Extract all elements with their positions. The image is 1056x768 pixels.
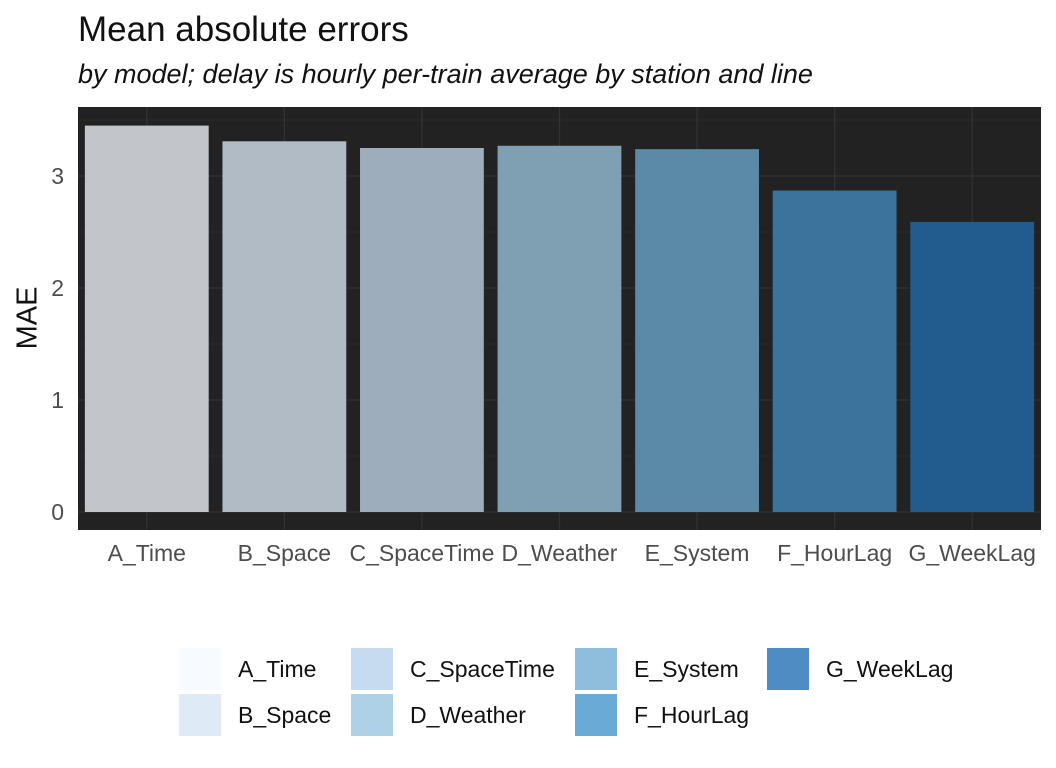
bar-chart: 0 1 2 3 A_Time B_Space C_SpaceTime D_Weather E_S… — [51, 107, 1041, 566]
legend-item: A_Time — [178, 647, 316, 691]
y-tick-label: 2 — [51, 275, 64, 301]
legend-item: E_System — [574, 647, 739, 691]
bar-g-weeklag — [910, 221, 1035, 513]
legend-label: B_Space — [238, 701, 332, 728]
legend-label: D_Weather — [410, 701, 526, 728]
bar-b-space — [222, 141, 347, 512]
legend-item: B_Space — [178, 693, 331, 737]
legend-swatch — [350, 693, 394, 737]
x-tick-label: C_SpaceTime — [349, 540, 494, 566]
y-tick-label: 1 — [51, 387, 64, 413]
legend-item: F_HourLag — [574, 693, 749, 737]
legend-item: D_Weather — [350, 693, 526, 737]
legend-swatch — [350, 647, 394, 691]
x-tick-label: G_WeekLag — [908, 540, 1035, 566]
legend-swatch — [178, 693, 222, 737]
bar-c-spacetime — [360, 148, 484, 512]
legend-label: C_SpaceTime — [410, 655, 555, 682]
x-tick-label: D_Weather — [502, 540, 618, 566]
legend-item: G_WeekLag — [766, 647, 953, 691]
y-tick-label: 3 — [51, 163, 64, 189]
legend-swatch — [574, 647, 618, 691]
legend-label: G_WeekLag — [826, 655, 954, 682]
legend-label: F_HourLag — [634, 701, 750, 728]
legend-item: C_SpaceTime — [350, 647, 555, 691]
x-tick-label: B_Space — [238, 540, 331, 566]
legend-label: A_Time — [238, 655, 317, 682]
legend-swatch — [178, 647, 222, 691]
x-tick-label: A_Time — [108, 540, 186, 566]
chart-title: Mean absolute errors — [78, 10, 409, 49]
y-tick-label: 0 — [51, 499, 64, 525]
bar-d-weather — [497, 145, 622, 512]
bar-f-hourlag — [772, 190, 897, 512]
legend-label: E_System — [634, 655, 739, 682]
legend-swatch — [766, 647, 810, 691]
legend-swatch — [574, 693, 618, 737]
x-tick-label: E_System — [645, 540, 750, 566]
x-tick-label: F_HourLag — [777, 540, 892, 566]
chart-subtitle: by model; delay is hourly per-train aver… — [78, 59, 813, 89]
bar-a-time — [84, 125, 209, 512]
bar-e-system — [635, 149, 759, 512]
legend: A_Time B_Space C_SpaceTime D_Weather E_Syste… — [178, 647, 978, 743]
